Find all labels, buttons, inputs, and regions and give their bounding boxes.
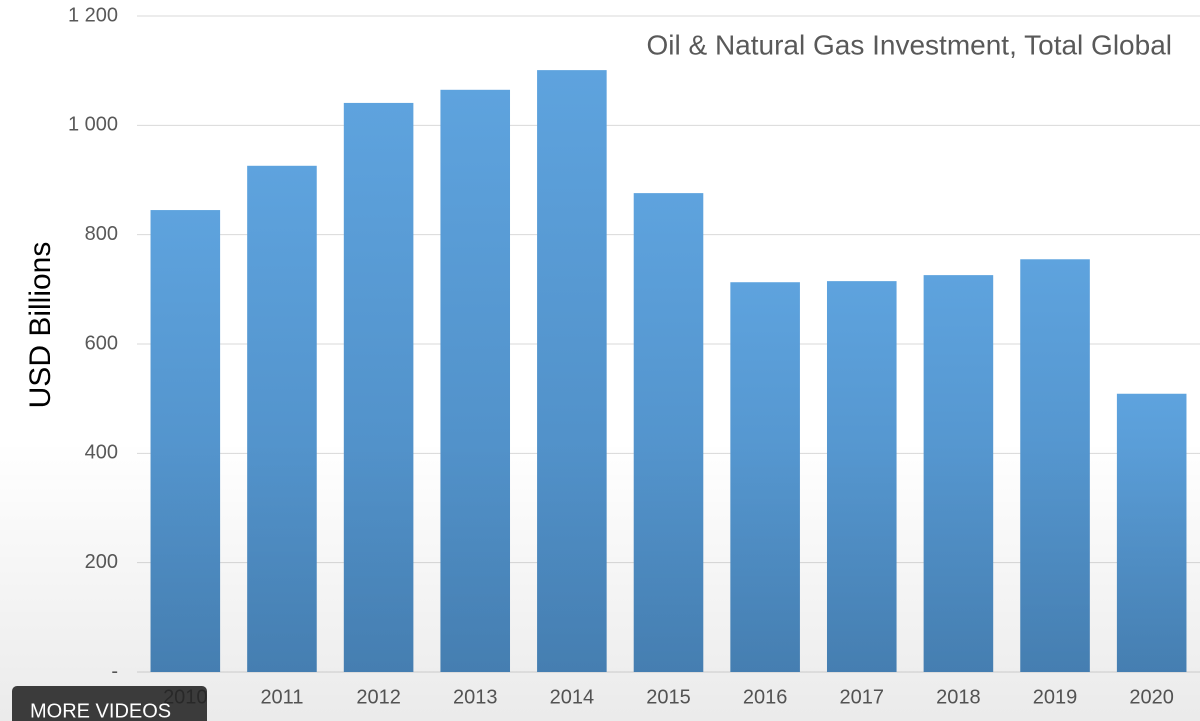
video-shade: [0, 440, 1200, 721]
y-axis-label: USD Billions: [24, 242, 57, 409]
y-tick-label: 600: [85, 332, 118, 354]
more-videos-button[interactable]: MORE VIDEOS: [12, 686, 207, 721]
button-label[interactable]: MORE VIDEOS: [30, 700, 171, 721]
button-bg[interactable]: [12, 686, 207, 721]
y-tick-label: 1 000: [68, 114, 118, 136]
chart-title: Oil & Natural Gas Investment, Total Glob…: [647, 29, 1173, 60]
y-tick-label: 1 200: [68, 4, 118, 26]
y-tick-label: 800: [85, 223, 118, 245]
